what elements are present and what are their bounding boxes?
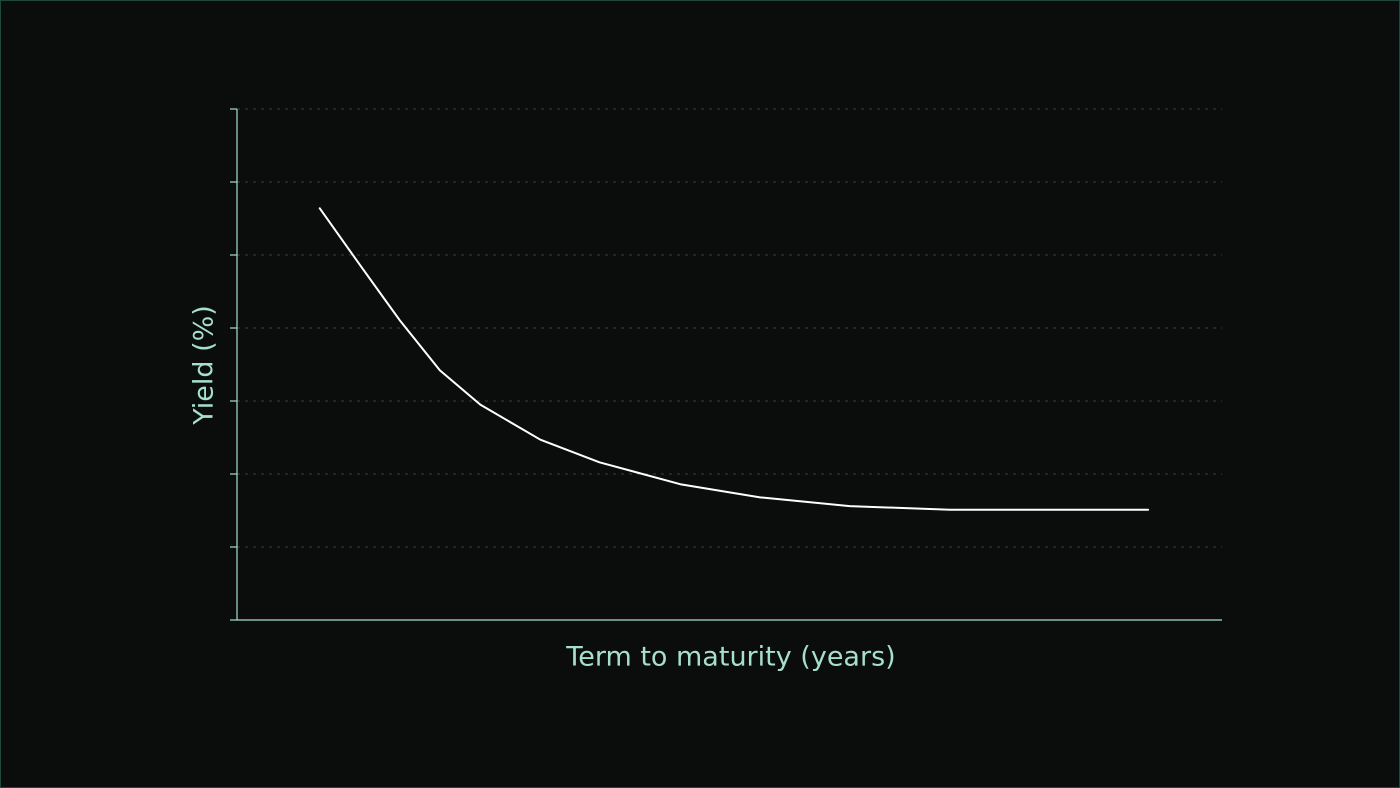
line-series bbox=[318, 207, 1150, 511]
x-axis-label: Term to maturity (years) bbox=[565, 642, 895, 673]
y-axis-label: Yield (%) bbox=[189, 305, 220, 426]
